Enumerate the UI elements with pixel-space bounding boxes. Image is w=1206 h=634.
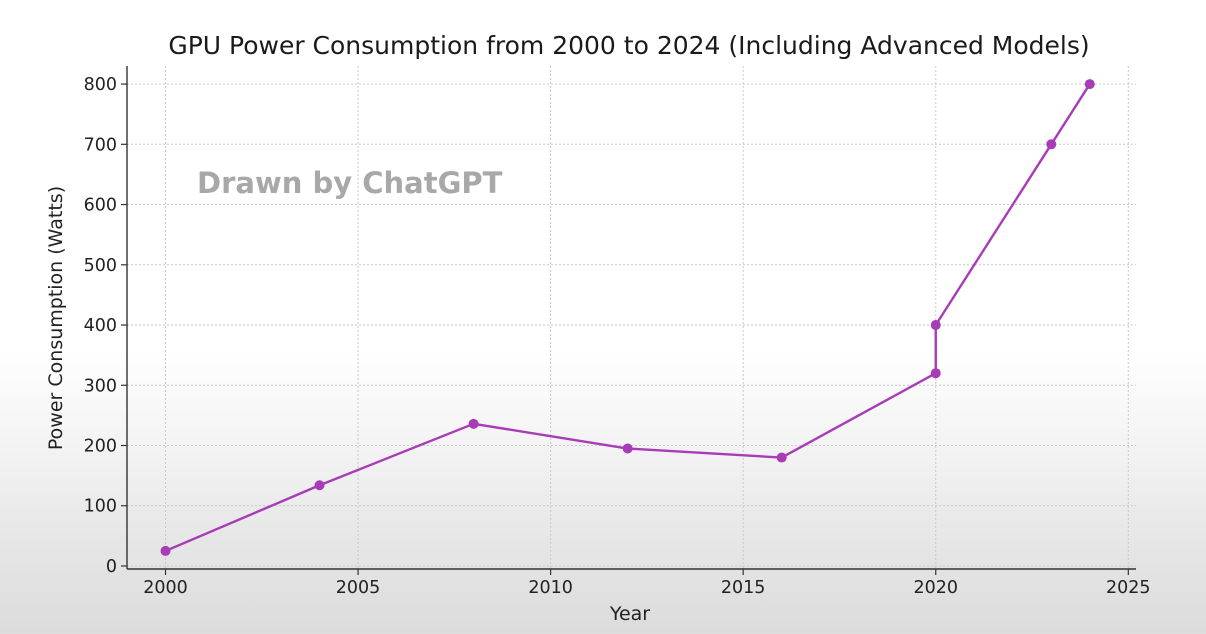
y-tick-label: 700 (84, 135, 117, 155)
data-point (930, 368, 941, 379)
data-point (776, 452, 787, 463)
y-tick-label: 800 (84, 75, 117, 95)
y-ticks: 0 100 200 300 400 500 600 700 800 (84, 75, 127, 577)
data-point (1084, 79, 1095, 90)
data-point (160, 545, 171, 556)
x-tick-label: 2010 (528, 578, 573, 598)
x-ticks: 2000 2005 2010 2015 2020 2025 (143, 569, 1151, 598)
y-tick-label: 0 (106, 557, 117, 577)
x-tick-label: 2025 (1106, 578, 1151, 598)
y-tick-label: 600 (84, 196, 117, 216)
x-tick-label: 2000 (143, 578, 188, 598)
axes (126, 66, 1136, 570)
x-tick-label: 2020 (913, 578, 958, 598)
data-point (622, 443, 633, 454)
chart-title: GPU Power Consumption from 2000 to 2024 … (168, 31, 1089, 60)
x-tick-label: 2005 (336, 578, 381, 598)
grid (127, 66, 1136, 569)
y-tick-label: 400 (84, 316, 117, 336)
x-axis-label: Year (609, 603, 650, 625)
y-tick-label: 500 (84, 256, 117, 276)
x-tick-label: 2015 (721, 578, 766, 598)
data-point (930, 320, 941, 331)
y-axis-label: Power Consumption (Watts) (45, 186, 67, 450)
series-group (160, 79, 1095, 556)
y-tick-label: 300 (84, 376, 117, 396)
y-tick-label: 100 (84, 497, 117, 517)
data-point (314, 480, 325, 491)
series-line (165, 83, 1091, 553)
watermark: Drawn by ChatGPT (197, 166, 503, 200)
y-tick-label: 200 (84, 437, 117, 457)
data-point (1046, 139, 1057, 150)
data-point (468, 418, 479, 429)
